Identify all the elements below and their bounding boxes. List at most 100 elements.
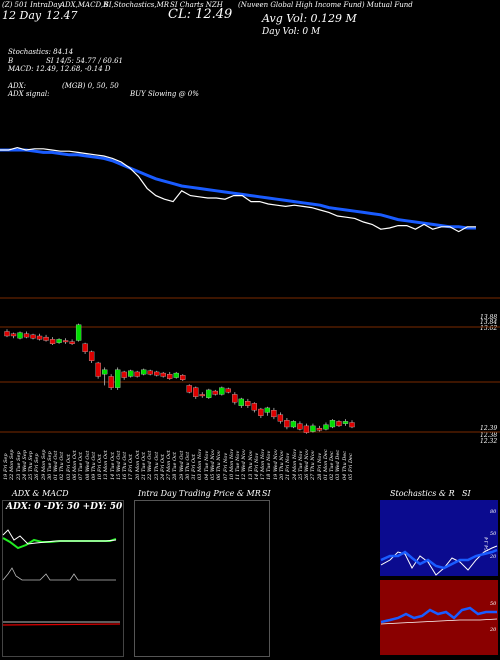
- candle-body: [4, 331, 10, 337]
- candle-body: [160, 372, 166, 377]
- candle-body: [251, 403, 258, 411]
- candle-body: [206, 389, 212, 398]
- candle-body: [284, 420, 290, 428]
- stoch-title: Stochastics & R: [390, 489, 455, 498]
- date-label: 12 Day: [2, 9, 42, 22]
- stochastics-panel: [380, 500, 498, 576]
- candle-body: [121, 371, 127, 378]
- candle-body: [134, 371, 140, 377]
- candle-body: [75, 324, 82, 341]
- header-indicators: ADX,MACD,B: [60, 1, 109, 9]
- stoch-title-suffix: SI: [462, 489, 471, 498]
- b-label: B: [8, 57, 14, 65]
- candle-body: [147, 370, 153, 375]
- price-label-top-2: 13.84: [480, 319, 498, 326]
- candle-body: [88, 351, 95, 361]
- avg-volume: Avg Vol: 0.129 M: [262, 12, 357, 25]
- stochastic-k-line: [380, 545, 498, 576]
- price-label-bottom-1: 12.39: [480, 425, 498, 432]
- adx-macd-title: ADX & MACD: [12, 489, 69, 498]
- day-volume: Day Vol: 0 M: [262, 27, 321, 37]
- candle-body: [277, 414, 284, 422]
- candle-body: [43, 336, 49, 341]
- candle-body: [232, 394, 238, 403]
- fund-name: (Nuveen Global High Income Fund) Mutual …: [238, 1, 413, 9]
- candle-body: [56, 339, 62, 343]
- candle-body: [180, 375, 186, 380]
- price-label-top-1: 13.88: [480, 314, 498, 321]
- candle-body: [173, 372, 179, 378]
- rsi-tick-50: 50: [490, 601, 497, 607]
- candle-body: [219, 387, 225, 395]
- candle-body: [316, 427, 323, 431]
- candle-body: [199, 394, 205, 397]
- adx-label: ADX:: [8, 82, 27, 90]
- candle-body: [310, 425, 316, 432]
- macd-value: MACD: 12.49, 12.68, -0.14 D: [8, 65, 111, 73]
- adx-plus-line: [2, 537, 117, 550]
- stoch-tick-80: 80: [490, 509, 497, 515]
- candle-body: [69, 341, 75, 344]
- candle-body: [95, 362, 101, 377]
- signal-line: [0, 148, 476, 230]
- candle-body: [342, 421, 349, 424]
- candle-body: [303, 425, 310, 433]
- candle-body: [271, 410, 277, 418]
- price-label-bottom-2: 12.38: [480, 432, 498, 439]
- candle-body: [193, 387, 199, 397]
- candle-body: [336, 421, 342, 427]
- candle-body: [264, 407, 271, 413]
- stochastic-d-line: [380, 548, 498, 570]
- macd-line-chart: [0, 146, 500, 299]
- candle-body: [186, 385, 192, 393]
- candle-body: [154, 371, 160, 376]
- candle-body: [167, 374, 173, 379]
- candle-body: [225, 388, 231, 393]
- candle-body: [128, 370, 134, 377]
- candle-body: [62, 340, 69, 343]
- macd-line: [0, 146, 476, 233]
- candle-body: [17, 332, 23, 339]
- mrsi-line: [380, 606, 497, 624]
- candle-body: [323, 424, 329, 430]
- adx-histogram-line: [2, 567, 116, 581]
- candle-body: [258, 408, 264, 416]
- candle-body: [329, 420, 336, 428]
- price-label-top-3: 13.62: [480, 325, 498, 332]
- stoch-tick-20: 20: [490, 554, 497, 560]
- adx-params: (MGB) 0, 50, 50: [62, 82, 119, 90]
- intraday-panel: [134, 500, 270, 657]
- adx-minus-line: [2, 529, 117, 545]
- rsi-line: [380, 618, 498, 625]
- buy-signal: BUY Slowing @ 0%: [130, 90, 199, 98]
- candle-body: [141, 369, 147, 375]
- rsi-tick-20: 20: [490, 627, 497, 633]
- candle-body: [23, 333, 30, 338]
- candle-body: [30, 334, 36, 339]
- header-indicators-2: SI,Stochastics,MR: [104, 1, 170, 9]
- header-symbol: SI Charts NZH: [170, 1, 223, 9]
- candle-body: [212, 390, 218, 395]
- stoch-tick-50: 50: [490, 531, 497, 537]
- intraday-title: Intra Day Trading Price & MR: [138, 489, 261, 498]
- candle-body: [10, 333, 17, 337]
- intraday-title-suffix: SI: [262, 489, 271, 498]
- candle-body: [101, 369, 108, 375]
- candle-body: [49, 339, 56, 344]
- candle-body: [290, 421, 297, 428]
- candle-body: [82, 343, 88, 352]
- candle-body: [115, 369, 121, 388]
- adx-signal-label: ADX signal:: [8, 90, 50, 98]
- candle-body: [297, 423, 303, 430]
- si-value: SI 14/5: 54.77 / 60.61: [46, 57, 123, 65]
- close-value: CL: 12.49: [168, 7, 233, 22]
- adx-panel-overlay: ADX: 0 -DY: 50 +DY: 50: [6, 502, 123, 512]
- adx-panel: [2, 500, 124, 657]
- open-value: 12.47: [46, 9, 78, 22]
- candle-body: [238, 398, 244, 406]
- candle-body: [245, 401, 251, 406]
- stochastics-value: Stochastics: 84.14: [8, 48, 74, 56]
- price-label-bottom-3: 12.32: [480, 438, 498, 445]
